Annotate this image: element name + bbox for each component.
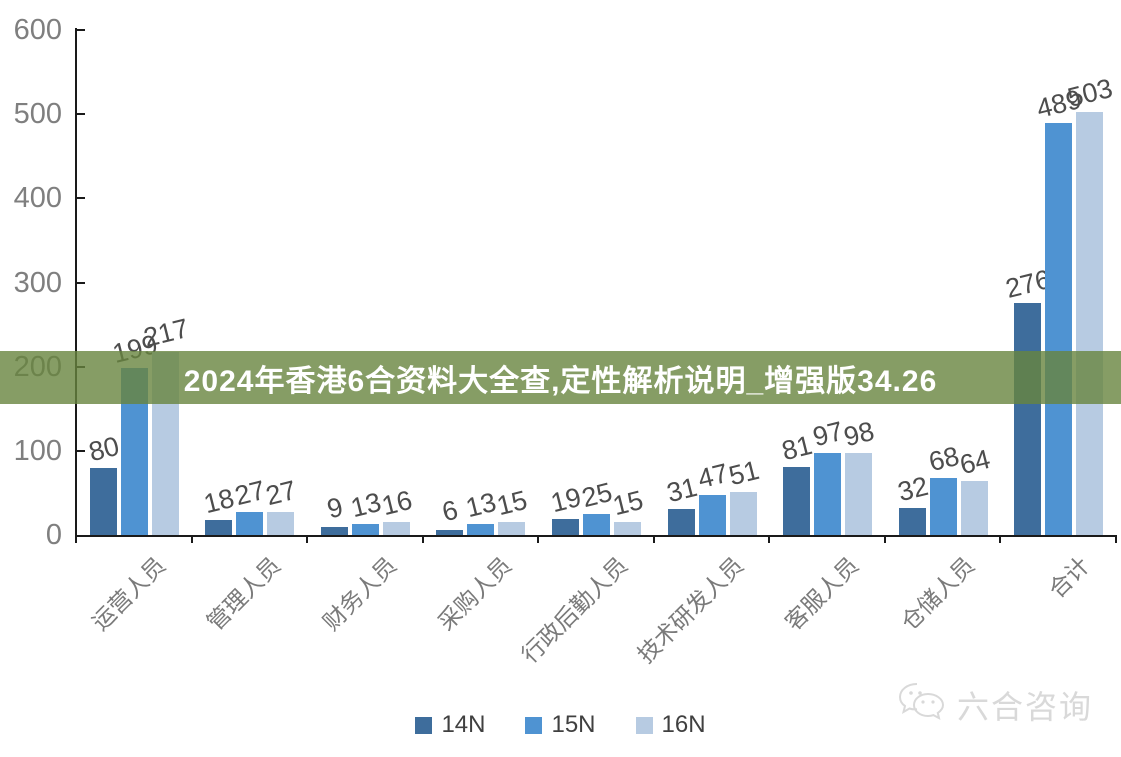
bar-15N-管理人员: [236, 512, 264, 535]
bar-value-label: 98: [840, 415, 878, 453]
bar-14N-客服人员: [783, 467, 811, 535]
y-axis-tick-label: 600: [13, 14, 62, 46]
bar-value-label: 15: [609, 484, 647, 522]
bar-16N-客服人员: [845, 453, 873, 535]
y-axis-tick-label: 400: [13, 182, 62, 215]
bar-16N-财务人员: [382, 522, 410, 535]
y-axis-tick: [76, 29, 85, 31]
bar-15N-行政后勤人员: [583, 514, 610, 535]
banner-title-text: 2024年香港6合资料大全查,定性解析说明_增强版34.26: [183, 364, 938, 398]
bar-14N-行政后勤人员: [552, 519, 579, 535]
bar-value-label: 32: [894, 470, 931, 508]
y-axis-tick-label: 300: [13, 266, 62, 299]
x-axis-tick: [190, 535, 193, 543]
y-axis-tick-label: 100: [13, 434, 62, 467]
bar-16N-合计: [1076, 112, 1104, 535]
x-axis-tick: [421, 535, 424, 543]
y-axis-tick-label: 0: [45, 519, 62, 551]
y-axis-tick: [76, 197, 85, 200]
bar-15N-客服人员: [814, 453, 842, 535]
x-axis-category-label: 运营人员: [86, 552, 171, 636]
bar-value-label: 9: [323, 491, 346, 525]
legend-item-14N: 14N: [415, 712, 485, 738]
brand-logo: 六合咨询: [895, 678, 1093, 731]
x-axis-category-label: 采购人员: [433, 552, 517, 636]
bar-14N-合计: [1014, 303, 1042, 535]
bar-16N-技术研发人员: [729, 492, 757, 535]
bar-value-label: 15: [494, 484, 531, 522]
x-axis-tick: [768, 535, 771, 543]
bar-16N-行政后勤人员: [614, 522, 641, 535]
x-axis-category-label: 财务人员: [317, 552, 402, 636]
bar-16N-仓储人员: [960, 481, 988, 535]
bar-value-label: 68: [925, 440, 962, 478]
bar-15N-财务人员: [351, 524, 379, 535]
x-axis-category-label: 技术研发人员: [631, 552, 748, 668]
bar-14N-技术研发人员: [667, 509, 695, 535]
bar-15N-技术研发人员: [698, 495, 726, 535]
bar-value-label: 27: [263, 474, 300, 512]
legend-label: 15N: [551, 711, 596, 738]
x-axis-tick: [999, 535, 1002, 543]
bar-14N-管理人员: [205, 520, 233, 535]
x-axis-tick: [652, 535, 655, 543]
bar-14N-仓储人员: [898, 508, 926, 535]
x-axis-tick: [883, 535, 886, 543]
bar-value-label: 16: [378, 484, 416, 522]
x-axis-category-label: 合计: [1043, 552, 1095, 603]
bar-value-label: 51: [725, 454, 762, 492]
bar-value-label: 503: [1064, 72, 1116, 114]
legend-swatch-icon: [525, 716, 543, 734]
bar-14N-财务人员: [320, 527, 348, 535]
bar-value-label: 31: [663, 471, 700, 509]
bar-15N-采购人员: [467, 524, 495, 535]
bar-15N-仓储人员: [929, 478, 957, 535]
legend-label: 14N: [441, 711, 486, 738]
bar-value-label: 80: [85, 430, 122, 468]
x-axis-category-label: 客服人员: [780, 552, 864, 636]
legend-item-15N: 15N: [525, 711, 596, 738]
bar-value-label: 217: [140, 312, 192, 354]
x-axis-category-label: 管理人员: [202, 552, 286, 636]
bar-value-label: 81: [778, 429, 816, 467]
legend: 14N 15N 16N: [0, 712, 1121, 738]
x-axis-category-label: 仓储人员: [895, 552, 980, 636]
bar-value-label: 64: [956, 443, 993, 481]
y-axis-tick-label: 500: [13, 98, 62, 131]
bar-value-label: 6: [439, 494, 462, 528]
legend-swatch-icon: [635, 716, 653, 734]
wechat-chat-bubbles-icon: [895, 678, 951, 731]
legend-swatch-icon: [415, 716, 433, 734]
x-axis-tick: [306, 535, 309, 543]
legend-label: 16N: [661, 711, 706, 738]
bar-value-label: 27: [232, 474, 269, 512]
bar-15N-合计: [1045, 123, 1073, 535]
x-axis-tick: [537, 535, 540, 543]
bar-16N-采购人员: [498, 522, 526, 535]
bar-16N-管理人员: [267, 512, 295, 535]
y-axis-tick: [76, 281, 85, 284]
x-axis-line: [75, 535, 1116, 537]
legend-item-16N: 16N: [635, 711, 706, 738]
bar-value-label: 18: [201, 482, 238, 520]
x-axis-tick: [1115, 535, 1117, 543]
title-banner: 2024年香港6合资料大全查,定性解析说明_增强版34.26: [0, 351, 1121, 404]
brand-name: 六合咨询: [956, 688, 1093, 725]
x-axis-category-label: 行政后勤人员: [516, 552, 633, 668]
bar-14N-采购人员: [436, 530, 464, 535]
y-axis-tick: [76, 449, 85, 452]
bar-14N-运营人员: [89, 468, 117, 535]
x-axis-tick: [75, 535, 77, 543]
y-axis-tick: [76, 113, 85, 116]
bar-value-label: 97: [809, 415, 847, 453]
